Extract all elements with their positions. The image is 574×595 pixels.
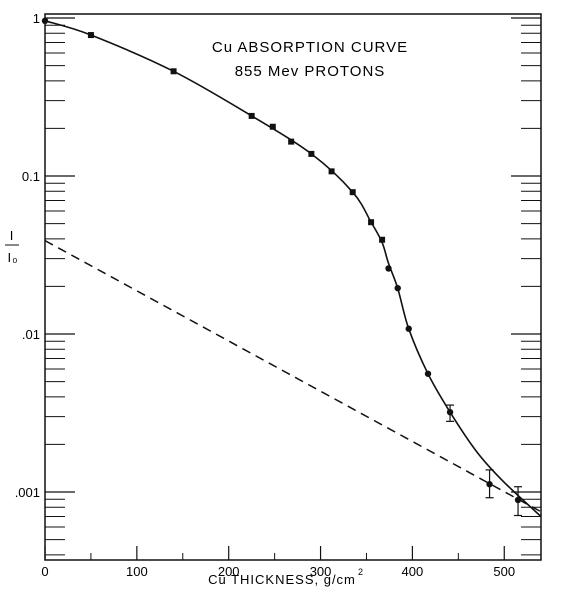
x-axis-label-superscript: 2 bbox=[358, 567, 363, 577]
x-tick-label: 400 bbox=[402, 564, 424, 579]
data-point bbox=[328, 168, 335, 175]
data-point bbox=[446, 408, 454, 416]
data-point bbox=[486, 481, 493, 488]
x-tick-label: 500 bbox=[493, 564, 515, 579]
data-point bbox=[288, 138, 295, 145]
y-tick-label: .001 bbox=[15, 485, 40, 500]
chart-subtitle: 855 Mev PROTONS bbox=[235, 63, 386, 80]
data-point bbox=[87, 32, 94, 39]
data-point bbox=[308, 150, 315, 157]
y-tick-label: 1 bbox=[33, 11, 40, 26]
data-point bbox=[379, 236, 386, 243]
data-point bbox=[248, 112, 255, 119]
tick-labels: 1 0.1 .01 .001 0 100 200 300 400 500 bbox=[15, 11, 515, 579]
y-axis-label-numerator: I bbox=[10, 228, 15, 243]
dashed-reference-line bbox=[44, 239, 542, 513]
data-point bbox=[368, 219, 375, 226]
data-point bbox=[170, 68, 177, 75]
data-point bbox=[349, 189, 356, 196]
data-point bbox=[405, 325, 412, 332]
chart-title: Cu ABSORPTION CURVE bbox=[212, 39, 408, 56]
x-tick-label: 300 bbox=[310, 564, 332, 579]
data-point bbox=[269, 123, 276, 130]
absorption-curve bbox=[44, 20, 542, 518]
data-markers bbox=[41, 17, 523, 517]
x-tick-label: 100 bbox=[126, 564, 148, 579]
y-tick-label: 0.1 bbox=[22, 169, 40, 184]
data-point bbox=[514, 496, 522, 504]
x-tick-label: 0 bbox=[41, 564, 48, 579]
minor-ticks bbox=[45, 24, 541, 556]
x-tick-label: 200 bbox=[218, 564, 240, 579]
y-tick-label: .01 bbox=[22, 327, 40, 342]
major-ticks bbox=[44, 17, 541, 560]
data-point bbox=[41, 17, 49, 25]
data-point bbox=[394, 284, 401, 292]
plot-frame bbox=[44, 13, 542, 561]
y-axis-label-denominator: I₀ bbox=[7, 250, 18, 265]
data-point bbox=[385, 265, 392, 272]
x-axis-label: Cu THICKNESS, g/cm bbox=[208, 572, 356, 587]
curves bbox=[44, 20, 542, 518]
data-point bbox=[424, 370, 432, 377]
